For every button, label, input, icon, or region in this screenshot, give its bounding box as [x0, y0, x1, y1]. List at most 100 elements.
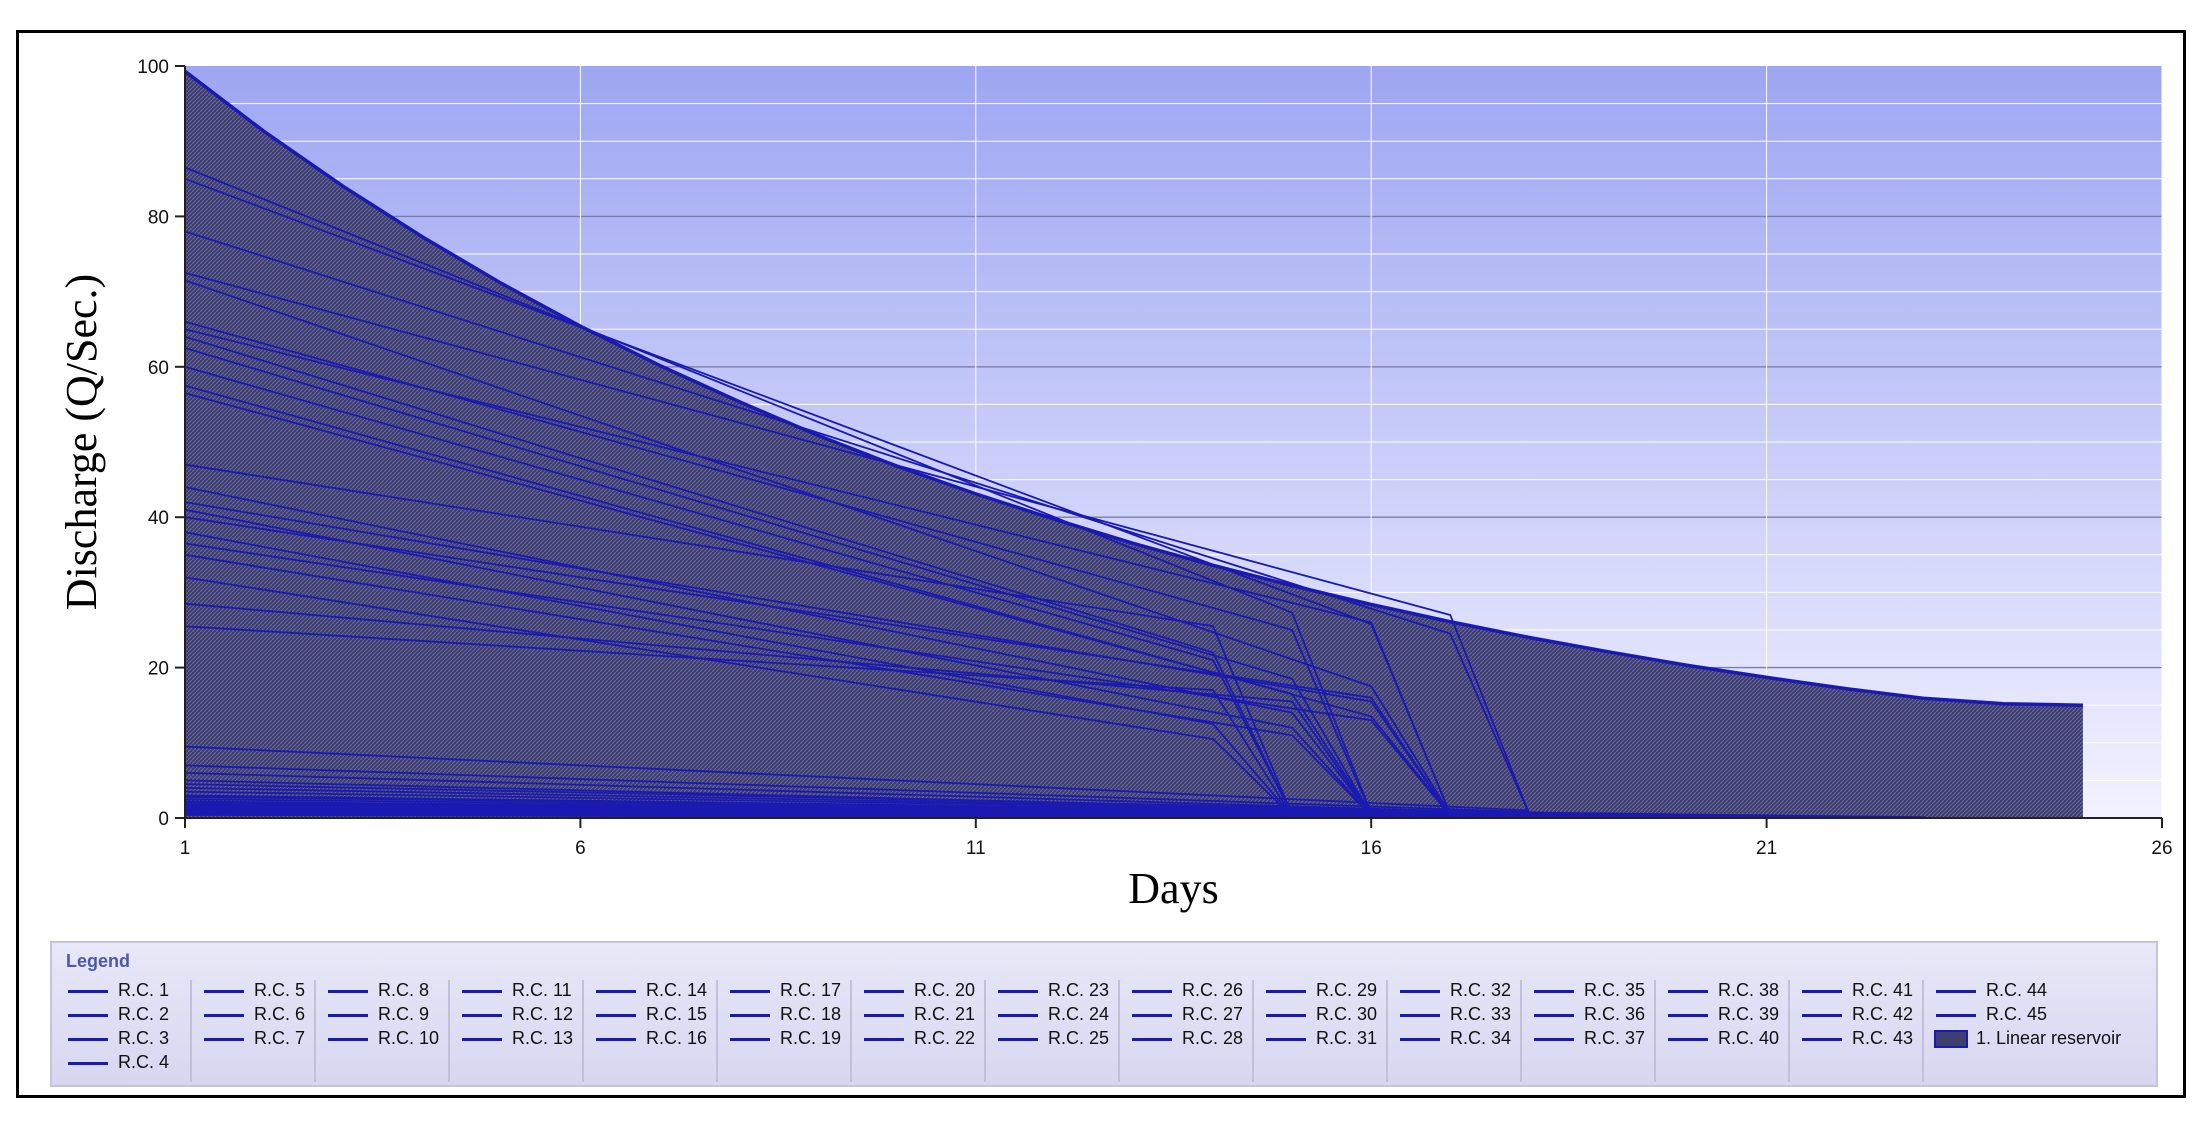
legend-swatch-line [462, 1037, 502, 1041]
legend-swatch-line [1266, 989, 1306, 993]
series-line-rc-24 [184, 745, 1530, 812]
legend-swatch-line [998, 1037, 1038, 1041]
legend-label: R.C. 26 [1182, 980, 1244, 1000]
legend-item: R.C. 19 [718, 1028, 850, 1052]
legend-swatch-line [1668, 989, 1708, 993]
legend-item: R.C. 30 [1254, 1004, 1386, 1028]
legend-column: R.C. 17 R.C. 18 R.C. 19 [718, 980, 852, 1082]
legend-item: R.C. 16 [584, 1028, 716, 1052]
legend-item: R.C. 11 [450, 980, 582, 1004]
legend-item: R.C. 24 [986, 1004, 1118, 1028]
legend-label: R.C. 40 [1718, 1028, 1780, 1048]
legend-swatch-line [68, 1061, 108, 1065]
legend-label: R.C. 5 [254, 980, 306, 1000]
legend-swatch-line [596, 989, 636, 993]
legend-swatch-line [1668, 1013, 1708, 1017]
legend-swatch-area [1934, 1030, 1968, 1049]
legend-swatch-line [1534, 1013, 1574, 1017]
legend-item: R.C. 17 [718, 980, 850, 1004]
legend-column: R.C. 14 R.C. 15 R.C. 16 [584, 980, 718, 1082]
legend-swatch-line [1132, 989, 1172, 993]
legend-label: R.C. 16 [646, 1028, 708, 1048]
legend-swatch-line [998, 989, 1038, 993]
legend-item: R.C. 14 [584, 980, 716, 1004]
legend-item: R.C. 37 [1522, 1028, 1654, 1052]
legend-column: R.C. 20 R.C. 21 R.C. 22 [852, 980, 986, 1082]
legend-label: R.C. 12 [512, 1004, 574, 1024]
legend-swatch-line [596, 1013, 636, 1017]
legend-label: R.C. 7 [254, 1028, 306, 1048]
series-line-rc-10 [184, 365, 1293, 816]
legend-item: R.C. 3 [56, 1028, 190, 1052]
legend-label: R.C. 2 [118, 1004, 170, 1024]
legend-item: R.C. 42 [1790, 1004, 1922, 1028]
series-line-rc-14 [184, 486, 1372, 817]
legend-column: R.C. 23 R.C. 24 R.C. 25 [986, 980, 1120, 1082]
y-tick-label: 40 [148, 508, 169, 529]
legend-label: R.C. 32 [1450, 980, 1512, 1000]
legend-label: R.C. 41 [1852, 980, 1914, 1000]
legend-swatch-line [1132, 1013, 1172, 1017]
series-line-rc-16 [184, 508, 1372, 817]
legend-swatch-line [1132, 1037, 1172, 1041]
legend-label: R.C. 3 [118, 1028, 170, 1048]
series-line-rc-20 [184, 553, 1372, 817]
legend: Legend R.C. 1 R.C. 2 R.C. 3 R.C. 4 R.C. 5 R.C… [50, 941, 2158, 1087]
legend-label: R.C. 38 [1718, 980, 1780, 1000]
legend-item: R.C. 10 [316, 1028, 448, 1052]
y-axis-title: Discharge (Q/Sec.) [57, 274, 106, 610]
legend-item: R.C. 8 [316, 980, 448, 1004]
series-line-rc-18 [184, 531, 1293, 817]
legend-column: R.C. 41 R.C. 42 R.C. 43 [1790, 980, 1924, 1082]
legend-swatch-line [462, 989, 502, 993]
legend-swatch-line [1400, 1013, 1440, 1017]
legend-swatch-line [68, 1037, 108, 1041]
legend-swatch-line [1266, 1037, 1306, 1041]
legend-column: R.C. 38 R.C. 39 R.C. 40 [1656, 980, 1790, 1082]
legend-item: R.C. 22 [852, 1028, 984, 1052]
legend-label: R.C. 10 [378, 1028, 440, 1048]
legend-label: R.C. 35 [1584, 980, 1646, 1000]
legend-swatch-line [998, 1013, 1038, 1017]
legend-item: R.C. 40 [1656, 1028, 1788, 1052]
legend-column: R.C. 5 R.C. 6 R.C. 7 [192, 980, 316, 1082]
legend-label: R.C. 9 [378, 1004, 430, 1024]
legend-label: R.C. 42 [1852, 1004, 1914, 1024]
legend-swatch-line [328, 989, 368, 993]
legend-label: R.C. 25 [1048, 1028, 1110, 1048]
legend-column: R.C. 11 R.C. 12 R.C. 13 [450, 980, 584, 1082]
legend-swatch-line [864, 1013, 904, 1017]
series-line-rc-4 [184, 271, 1531, 815]
series-lines [184, 166, 1925, 819]
legend-item: R.C. 36 [1522, 1004, 1654, 1028]
legend-swatch-line [1534, 989, 1574, 993]
legend-label: R.C. 27 [1182, 1004, 1244, 1024]
legend-swatch-line [864, 1037, 904, 1041]
legend-label: R.C. 22 [914, 1028, 976, 1048]
legend-swatch-line [328, 1037, 368, 1041]
legend-swatch-line [1668, 1037, 1708, 1041]
legend-label: R.C. 21 [914, 1004, 976, 1024]
legend-label: R.C. 19 [780, 1028, 842, 1048]
y-tick-label: 20 [148, 659, 169, 680]
legend-swatch-line [1936, 989, 1976, 993]
series-line-rc-1 [184, 166, 1373, 814]
series-line-rc-11 [184, 384, 1451, 816]
legend-swatch-line [328, 1013, 368, 1017]
legend-item: R.C. 29 [1254, 980, 1386, 1004]
series-line-rc-12 [184, 392, 1372, 816]
legend-swatch-line [204, 989, 244, 993]
legend-swatch-line [730, 989, 770, 993]
legend-item: R.C. 32 [1388, 980, 1520, 1004]
legend-item: R.C. 12 [450, 1004, 582, 1028]
legend-label: R.C. 6 [254, 1004, 306, 1024]
legend-label: R.C. 8 [378, 980, 430, 1000]
legend-item: R.C. 20 [852, 980, 984, 1004]
legend-item: R.C. 26 [1120, 980, 1252, 1004]
legend-swatch-line [68, 989, 108, 993]
series-line-rc-9 [184, 347, 1372, 816]
legend-label: R.C. 4 [118, 1052, 170, 1072]
legend-label: R.C. 39 [1718, 1004, 1780, 1024]
